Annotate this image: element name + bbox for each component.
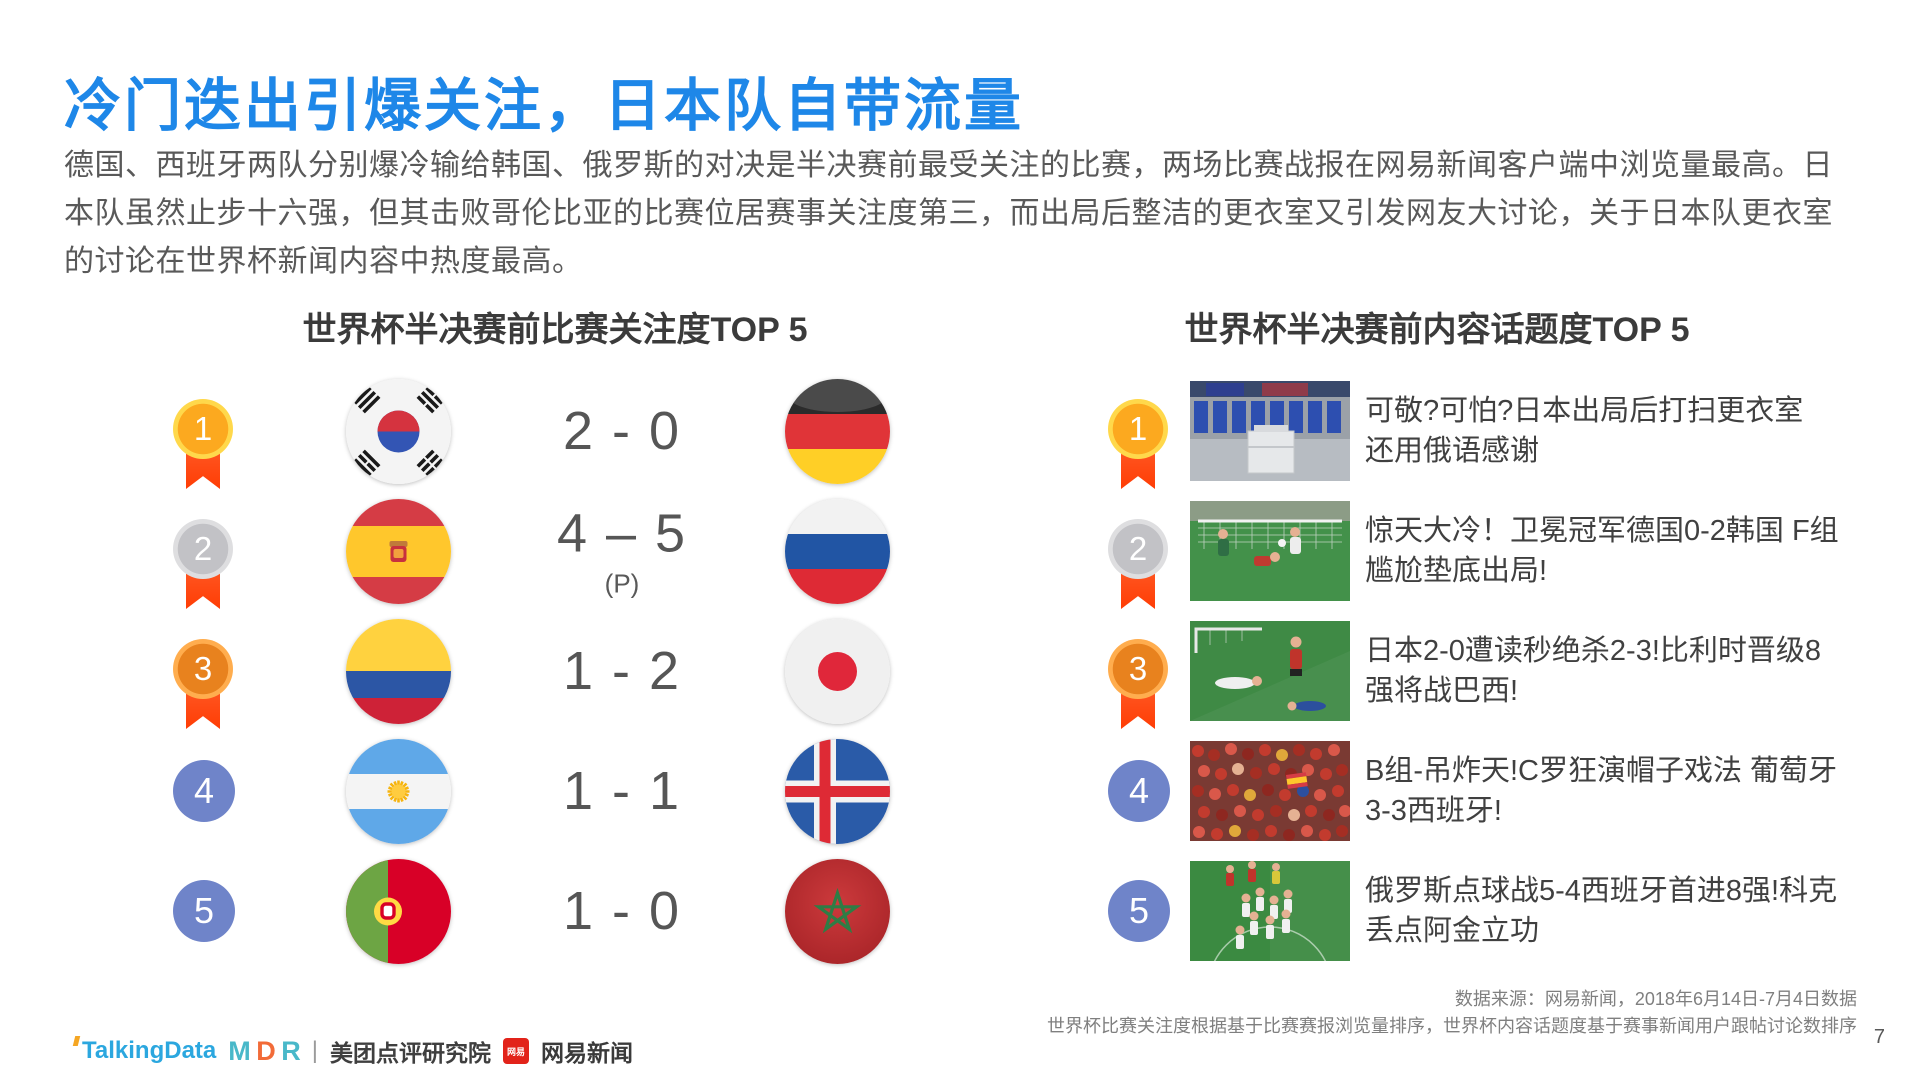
rank-number: 2 [1108,519,1168,579]
flag-russia-icon [785,499,890,604]
flag-colombia-icon [346,619,451,724]
match-row: 1 2 - 0 [140,371,950,491]
penalty-note: (P) [604,568,640,599]
match-score: 2 - 0 [562,401,682,461]
thumbnail-germany-korea-goal [1190,501,1350,601]
rank-number: 3 [1108,639,1168,699]
match-attention-panel: 1 2 - 0 [140,371,950,971]
flag-argentina-icon [346,739,451,844]
rank-2-medal-icon: 2 [173,519,233,609]
news-title: 俄罗斯点球战5-4西班牙首进8强!科克丢点阿金立功 [1365,875,1838,947]
rank-number: 2 [173,519,233,579]
thumbnail-japan-belgium-players [1190,621,1350,721]
rank-number: 1 [173,399,233,459]
body-paragraph: 德国、西班牙两队分别爆冷输给韩国、俄罗斯的对决是半决赛前最受关注的比赛，两场比赛… [64,142,1874,286]
flag-morocco-icon [785,859,890,964]
rank-4-badge: 4 [1108,760,1170,822]
match-row: 2 4 – 5 (P) [140,491,950,611]
thumbnail-japan-locker-room [1190,381,1350,481]
match-score: 4 – 5 (P) [512,503,732,600]
body-line: 的讨论在世界杯新闻内容中热度最高。 [64,245,583,278]
match-row: 4 1 - 1 [140,731,950,851]
rank-4-badge: 4 [173,760,235,822]
thumbnail-russia-spain-penalty [1190,861,1350,961]
rank-3-medal-icon: 3 [1108,639,1168,729]
source-line: 世界杯比赛关注度根据基于比赛赛报浏览量排序，世界杯内容话题度基于赛事新闻用户跟帖… [1047,1016,1857,1036]
left-panel-heading: 世界杯半决赛前比赛关注度TOP 5 [302,311,808,349]
talkingdata-logo: TalkingData [72,1036,216,1065]
news-row: 1 可敬?可怕?日本出局后打扫更衣室 还用俄语感谢 [1080,371,1880,491]
flag-south-korea-icon [346,379,451,484]
match-score: 1 - 0 [562,881,682,941]
flag-germany-icon [785,379,890,484]
news-row: 3 日本2-0遭读秒绝杀2-3!比利时晋级8强将战巴西! [1080,611,1880,731]
right-panel-heading: 世界杯半决赛前内容话题度TOP 5 [1184,311,1690,349]
rank-5-badge: 5 [1108,880,1170,942]
page-number: 7 [1873,1026,1885,1048]
rank-number: 1 [1108,399,1168,459]
news-row: 5 [1080,851,1880,971]
news-title: B组-吊炸天!C罗狂演帽子戏法 葡萄牙3-3西班牙! [1365,755,1838,827]
flag-japan-icon [785,619,890,724]
meituan-dianping-institute-logo: 美团点评研究院 [330,1040,492,1066]
rank-1-medal-icon: 1 [1108,399,1168,489]
body-line: 本队虽然止步十六强，但其击败哥伦比亚的比赛位居赛事关注度第三，而出局后整洁的更衣… [64,197,1833,230]
match-score: 1 - 1 [562,761,682,821]
match-score: 1 - 2 [562,641,682,701]
body-line: 德国、西班牙两队分别爆冷输给韩国、俄罗斯的对决是半决赛前最受关注的比赛，两场比赛… [64,149,1833,182]
rank-1-medal-icon: 1 [173,399,233,489]
netease-news-logo: 网易新闻 [541,1040,634,1066]
source-line: 数据来源：网易新闻，2018年6月14日-7月4日数据 [1454,989,1857,1009]
flag-iceland-icon [785,739,890,844]
news-row: 2 惊天大冷！卫冕冠军德国0-2韩国 F组尴尬垫底出局! [1080,491,1880,611]
rank-5-badge: 5 [173,880,235,942]
news-row: 4 B组-吊炸天!C罗狂演帽子戏法 葡萄牙3-3西班牙! [1080,731,1880,851]
data-source-note: 数据来源：网易新闻，2018年6月14日-7月4日数据 世界杯比赛关注度根据基于… [1047,986,1857,1040]
news-title: 日本2-0遭读秒绝杀2-3!比利时晋级8强将战巴西! [1365,635,1822,707]
footer-logos: TalkingData M D R | 美团点评研究院 网易 网易新闻 [72,1035,634,1066]
news-title: 可敬?可怕?日本出局后打扫更衣室 还用俄语感谢 [1365,395,1804,467]
flag-portugal-icon [346,859,451,964]
thumbnail-portugal-spain-fans [1190,741,1350,841]
netease-badge-icon: 网易 [503,1038,530,1064]
mdr-logo: M D R [228,1035,301,1066]
talkingdata-tick-icon [72,1036,81,1046]
logo-divider: | [311,1037,319,1064]
match-row: 3 1 - 2 [140,611,950,731]
rank-2-medal-icon: 2 [1108,519,1168,609]
news-title: 惊天大冷！卫冕冠军德国0-2韩国 F组尴尬垫底出局! [1365,515,1839,587]
page-title: 冷门迭出引爆关注，日本队自带流量 [64,74,1024,138]
content-topic-panel: 1 可敬?可怕?日本出局后打扫更衣室 还用俄语感谢 2 [1080,371,1880,971]
flag-spain-icon [346,499,451,604]
rank-3-medal-icon: 3 [173,639,233,729]
match-row: 5 1 - 0 [140,851,950,971]
rank-number: 3 [173,639,233,699]
